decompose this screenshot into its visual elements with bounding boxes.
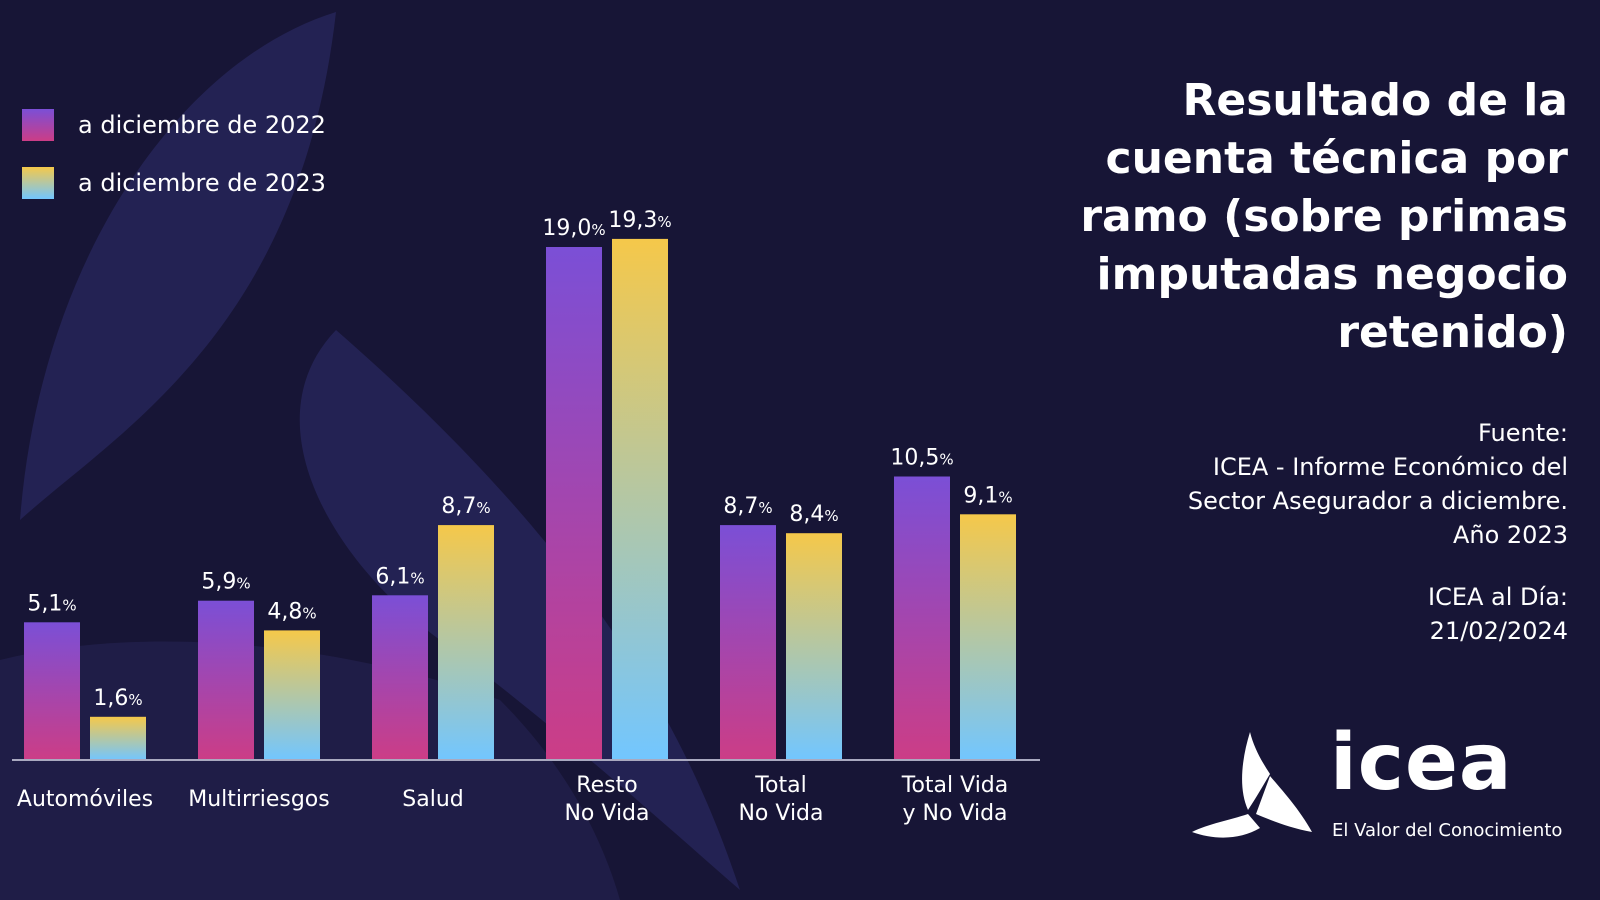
category-label-2-0: Salud	[402, 787, 463, 812]
bar-2022-2	[372, 595, 428, 760]
date-block: ICEA al Día: 21/02/2024	[1008, 580, 1568, 648]
data-label-2022-3: 19,0%	[542, 216, 605, 241]
source-line-3: Año 2023	[1452, 521, 1568, 549]
icea-logo: icea El Valor del Conocimiento	[1190, 718, 1590, 858]
data-label-2023-0: 1,6%	[93, 686, 142, 711]
category-label-0-0: Automóviles	[17, 787, 153, 812]
data-label-2022-4: 8,7%	[723, 494, 772, 519]
legend-item-2023: a diciembre de 2023	[22, 166, 326, 200]
source-block: Fuente: ICEA - Informe Económico del Sec…	[1008, 416, 1568, 552]
data-label-2022-2: 6,1%	[375, 564, 424, 589]
category-label-1-0: Multirriesgos	[188, 787, 329, 812]
data-label-2022-0: 5,1%	[27, 591, 76, 616]
icea-logo-icon	[1192, 732, 1312, 838]
data-label-2023-1: 4,8%	[267, 599, 316, 624]
data-label-2022-1: 5,9%	[201, 570, 250, 595]
bar-2023-3	[612, 238, 668, 760]
source-line-2: Sector Asegurador a diciembre.	[1187, 487, 1568, 515]
category-label-3-1: No Vida	[564, 801, 649, 826]
bar-2022-5	[894, 476, 950, 760]
category-label-4-1: No Vida	[738, 801, 823, 826]
bar-2023-4	[786, 533, 842, 760]
bar-2022-0	[24, 622, 80, 760]
logo-wordmark: icea	[1330, 718, 1513, 808]
category-label-5-1: y No Vida	[902, 801, 1007, 826]
chart-title: Resultado de la cuenta técnica por ramo …	[1080, 75, 1568, 358]
date-heading: ICEA al Día:	[1428, 583, 1568, 611]
source-heading: Fuente:	[1478, 419, 1568, 447]
bar-2022-1	[198, 600, 254, 760]
bar-2023-2	[438, 525, 494, 760]
data-label-2023-5: 9,1%	[963, 483, 1012, 508]
data-label-2023-2: 8,7%	[441, 494, 490, 519]
logo-tagline: El Valor del Conocimiento	[1332, 820, 1563, 841]
category-label-3-0: Resto	[576, 773, 637, 798]
bar-2022-4	[720, 525, 776, 760]
data-label-2023-4: 8,4%	[789, 502, 838, 527]
data-label-2023-3: 19,3%	[608, 208, 671, 233]
bar-2023-0	[90, 716, 146, 760]
legend: a diciembre de 2022 a diciembre de 2023	[22, 108, 326, 224]
legend-swatch-2023	[22, 167, 54, 199]
legend-label-2023: a diciembre de 2023	[78, 169, 326, 197]
bar-2023-5	[960, 514, 1016, 760]
date-value: 21/02/2024	[1429, 617, 1568, 645]
bar-chart: 5,1% 1,6% Automóviles 5,9% 4,8% Multirriesgos…	[12, 208, 1040, 826]
category-label-5-0: Total Vida	[901, 773, 1009, 798]
category-label-4-0: Total	[754, 773, 806, 798]
bar-2022-3	[546, 247, 602, 760]
legend-swatch-2022	[22, 109, 54, 141]
legend-item-2022: a diciembre de 2022	[22, 108, 326, 142]
bar-2023-1	[264, 630, 320, 760]
legend-label-2022: a diciembre de 2022	[78, 111, 326, 139]
data-label-2022-5: 10,5%	[890, 446, 953, 471]
source-line-1: ICEA - Informe Económico del	[1212, 453, 1568, 481]
